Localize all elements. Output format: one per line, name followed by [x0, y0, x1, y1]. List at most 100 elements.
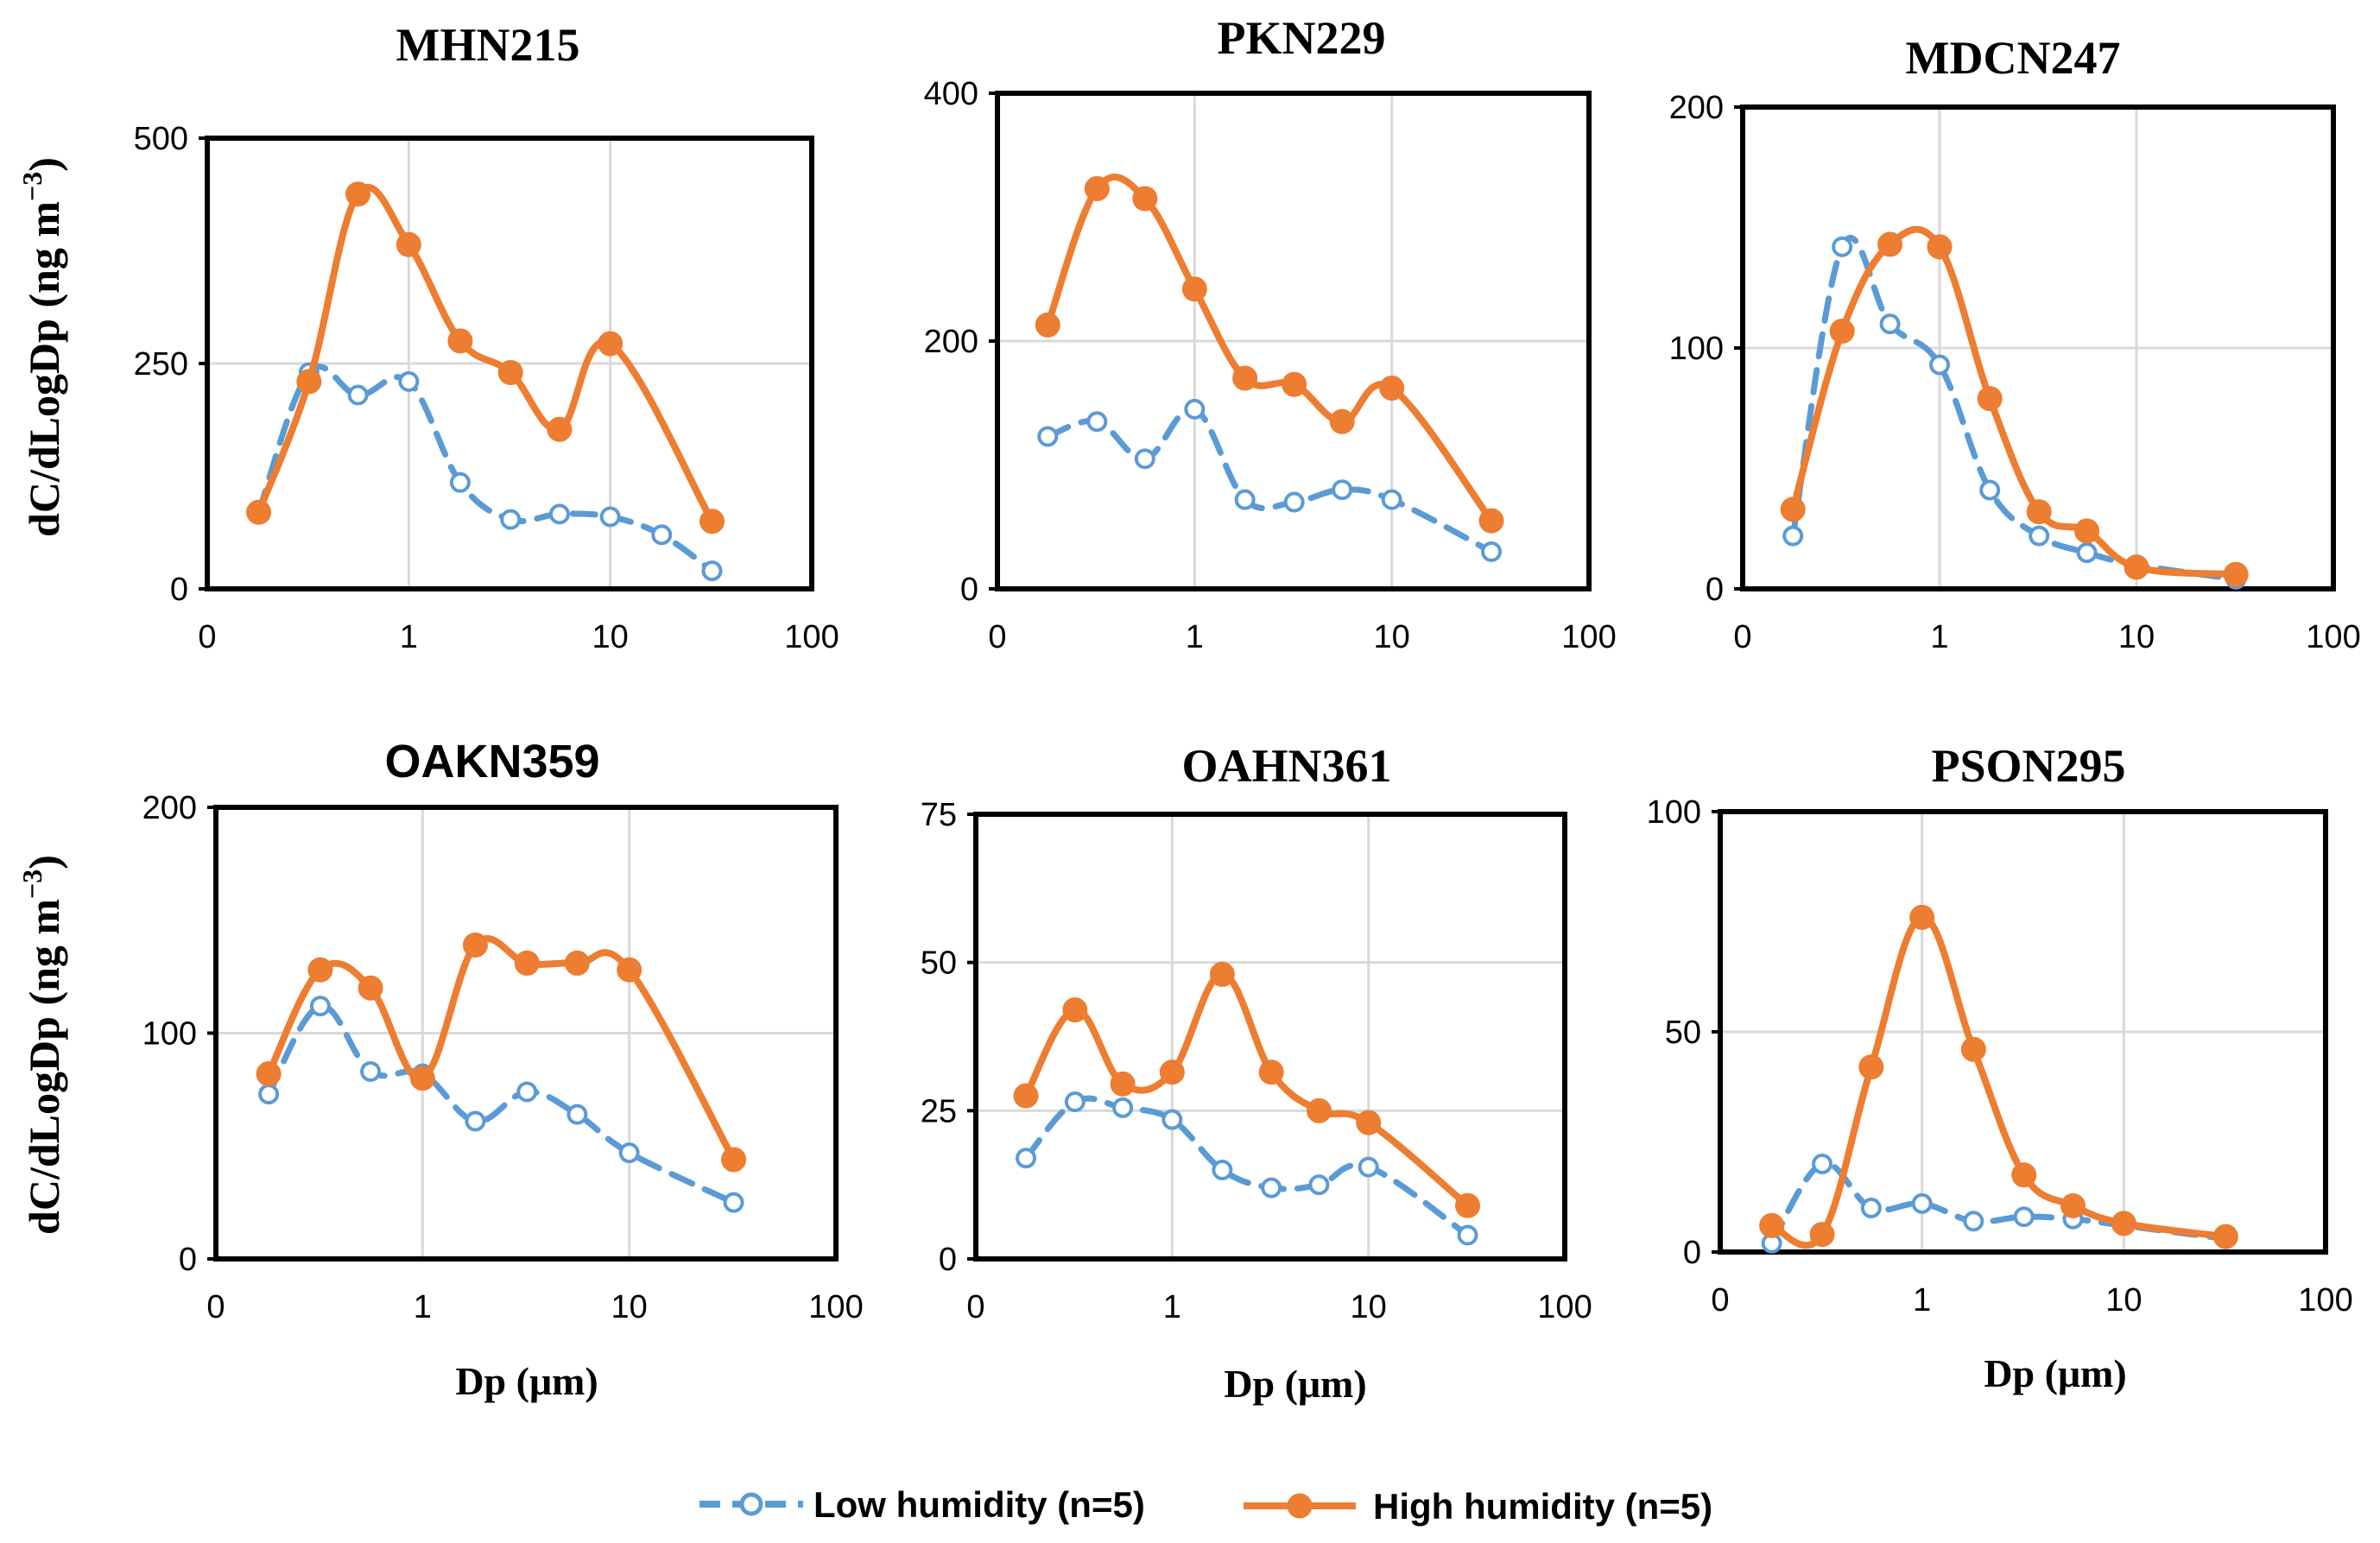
data-point-low-humidity	[309, 996, 331, 1017]
series-line-low-humidity	[1789, 235, 2239, 583]
data-point-high-humidity	[2212, 1224, 2238, 1249]
chart-title: OAKN359	[384, 736, 599, 787]
chart-title: PKN229	[1218, 12, 1386, 64]
data-point-high-humidity	[2011, 1162, 2037, 1188]
x-axis-label-1: Dp (μm)	[455, 1359, 598, 1403]
data-point-low-humidity	[1979, 479, 2001, 501]
data-point-low-humidity	[723, 1192, 744, 1213]
data-point-high-humidity	[1909, 904, 1935, 930]
data-point-high-humidity	[1209, 961, 1235, 987]
y-axis-label-bottom: dC/dLogDp (ng m−3)	[16, 855, 68, 1235]
data-point-low-humidity	[465, 1110, 486, 1132]
data-point-low-humidity	[1358, 1156, 1379, 1178]
series-line-high-humidity	[1768, 914, 2230, 1249]
data-point-high-humidity	[1759, 1212, 1785, 1238]
data-point-low-humidity	[1929, 354, 1950, 376]
legend-low-label: Low humidity (n=5)	[813, 1484, 1145, 1525]
x-tick-label: 10	[2105, 1282, 2142, 1319]
x-tick-label: 0	[206, 1289, 225, 1325]
data-point-high-humidity	[1110, 1071, 1136, 1097]
data-point-low-humidity	[1212, 1160, 1233, 1180]
data-point-high-humidity	[1035, 312, 1060, 338]
data-point-low-humidity	[1457, 1224, 1478, 1246]
data-point-high-humidity	[1132, 186, 1158, 212]
legend-high-label: High humidity (n=5)	[1373, 1486, 1712, 1527]
data-point-low-humidity	[1037, 426, 1059, 447]
panel-mdcn247: MDCN247 0 100 200 0 1 10 100	[1669, 32, 2361, 655]
data-point-low-humidity	[599, 506, 621, 528]
data-point-low-humidity	[1812, 1154, 1833, 1174]
data-point-high-humidity	[2060, 1192, 2086, 1218]
data-point-high-humidity	[1858, 1054, 1884, 1080]
data-point-high-humidity	[1356, 1110, 1382, 1135]
data-point-high-humidity	[409, 1066, 435, 1091]
data-point-high-humidity	[1780, 496, 1806, 522]
data-point-high-humidity	[1977, 386, 2003, 412]
x-tick-label: 1	[1930, 619, 1948, 655]
data-point-high-humidity	[1829, 318, 1855, 344]
legend-high-marker	[1287, 1493, 1313, 1519]
data-point-high-humidity	[1379, 376, 1405, 402]
y-tick-label: 500	[134, 121, 188, 157]
panel-oahn361: OAHN361 0 25 50 75 0 1 10 100	[921, 740, 1592, 1325]
x-tick-label: 1	[1163, 1289, 1181, 1325]
x-tick-label: 10	[592, 619, 629, 655]
chart-title: MDCN247	[1906, 32, 2121, 84]
data-point-high-humidity	[497, 359, 523, 385]
data-point-high-humidity	[1062, 997, 1088, 1023]
data-point-high-humidity	[2111, 1211, 2136, 1236]
data-point-low-humidity	[516, 1081, 538, 1103]
data-point-high-humidity	[1181, 276, 1207, 302]
data-point-high-humidity	[1159, 1059, 1185, 1085]
data-point-low-humidity	[1162, 1109, 1183, 1130]
data-point-high-humidity	[2074, 518, 2100, 544]
data-point-high-humidity	[2026, 499, 2052, 525]
data-point-low-humidity	[701, 560, 723, 582]
data-point-low-humidity	[1308, 1174, 1330, 1196]
data-point-low-humidity	[1234, 489, 1256, 510]
data-point-low-humidity	[2029, 525, 2050, 547]
data-point-high-humidity	[1329, 408, 1355, 434]
data-point-high-humidity	[345, 181, 371, 207]
data-point-high-humidity	[1084, 175, 1110, 201]
y-tick-label: 0	[170, 572, 188, 608]
x-tick-label: 1	[1913, 1282, 1931, 1319]
data-point-high-humidity	[2223, 561, 2249, 587]
y-tick-label: 100	[1647, 794, 1701, 831]
x-tick-label: 100	[808, 1289, 863, 1325]
data-point-high-humidity	[1927, 234, 1953, 260]
data-point-low-humidity	[618, 1142, 640, 1164]
y-tick-label: 200	[1669, 90, 1724, 126]
x-tick-label: 10	[1374, 619, 1410, 655]
data-point-high-humidity	[1232, 365, 1258, 391]
data-point-low-humidity	[1381, 489, 1402, 510]
data-point-high-humidity	[307, 957, 333, 983]
x-tick-label: 1	[414, 1289, 432, 1325]
x-tick-label: 0	[988, 619, 1006, 655]
x-tick-label: 100	[2298, 1282, 2352, 1319]
data-point-low-humidity	[347, 384, 369, 406]
data-point-low-humidity	[548, 503, 570, 525]
x-axis-label-2: Dp (μm)	[1224, 1362, 1366, 1406]
data-point-low-humidity	[360, 1060, 382, 1082]
data-point-high-humidity	[514, 950, 540, 976]
data-point-low-humidity	[567, 1103, 588, 1125]
data-point-high-humidity	[1809, 1222, 1835, 1248]
data-point-low-humidity	[1283, 491, 1305, 513]
chart-title: PSON295	[1931, 740, 2125, 792]
x-tick-label: 0	[1733, 619, 1751, 655]
y-tick-label: 100	[1669, 331, 1724, 367]
x-tick-label: 10	[611, 1289, 648, 1325]
data-point-high-humidity	[617, 957, 642, 983]
data-point-low-humidity	[398, 370, 420, 392]
x-tick-label: 100	[2306, 619, 2360, 655]
data-point-high-humidity	[1455, 1192, 1481, 1218]
y-tick-label: 75	[921, 797, 957, 833]
x-tick-label: 100	[1561, 619, 1616, 655]
data-point-high-humidity	[721, 1147, 747, 1173]
data-point-high-humidity	[462, 933, 488, 958]
x-tick-label: 100	[784, 619, 839, 655]
y-tick-label: 0	[1706, 572, 1724, 608]
data-point-high-humidity	[1478, 508, 1504, 534]
